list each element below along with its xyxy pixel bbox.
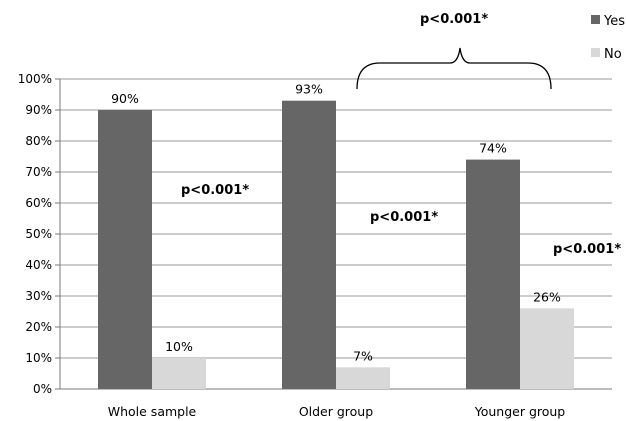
y-tick-label: 40% [25, 258, 52, 272]
bars [98, 100, 574, 389]
data-label: 10% [165, 339, 193, 354]
y-axis: 0% 10% 20% 30% 40% 50% 60% 70% 80% 90% 100% [18, 72, 61, 396]
bar-no [520, 308, 574, 389]
data-label: 7% [353, 348, 373, 363]
data-label: 93% [295, 82, 323, 97]
y-tick-label: 100% [18, 72, 52, 86]
legend-swatch-yes [591, 15, 600, 24]
comparison-brace [356, 47, 552, 90]
y-tick-label: 80% [25, 134, 52, 148]
p-value-between-groups: p<0.001* [420, 12, 488, 27]
bar-no [152, 358, 206, 389]
y-tick-label: 0% [33, 382, 52, 396]
x-tick-label: Whole sample [108, 404, 197, 419]
data-label: 74% [479, 141, 507, 156]
legend-swatch-no [591, 48, 600, 57]
p-value-whole-sample: p<0.001* [181, 183, 249, 198]
data-labels: 90% 10% 93% 7% 74% 26% [111, 82, 561, 364]
bar-no [336, 367, 390, 389]
data-label: 26% [533, 289, 561, 304]
bar-yes [98, 110, 152, 389]
y-tick-label: 60% [25, 196, 52, 210]
x-axis: Whole sample Older group Younger group [108, 404, 566, 419]
y-tick-label: 20% [25, 320, 52, 334]
y-tick-label: 30% [25, 289, 52, 303]
legend-label-no: No [604, 47, 622, 62]
bar-yes [466, 159, 520, 389]
y-tick-label: 10% [25, 351, 52, 365]
x-tick-label: Older group [299, 404, 373, 419]
y-tick-label: 70% [25, 165, 52, 179]
y-tick-label: 50% [25, 227, 52, 241]
p-value-older-group: p<0.001* [370, 210, 438, 225]
legend-label-yes: Yes [603, 14, 625, 29]
bar-yes [282, 100, 336, 389]
p-value-younger-group: p<0.001* [553, 242, 621, 257]
y-tick-label: 90% [25, 103, 52, 117]
data-label: 90% [111, 91, 139, 106]
x-tick-label: Younger group [474, 404, 566, 419]
